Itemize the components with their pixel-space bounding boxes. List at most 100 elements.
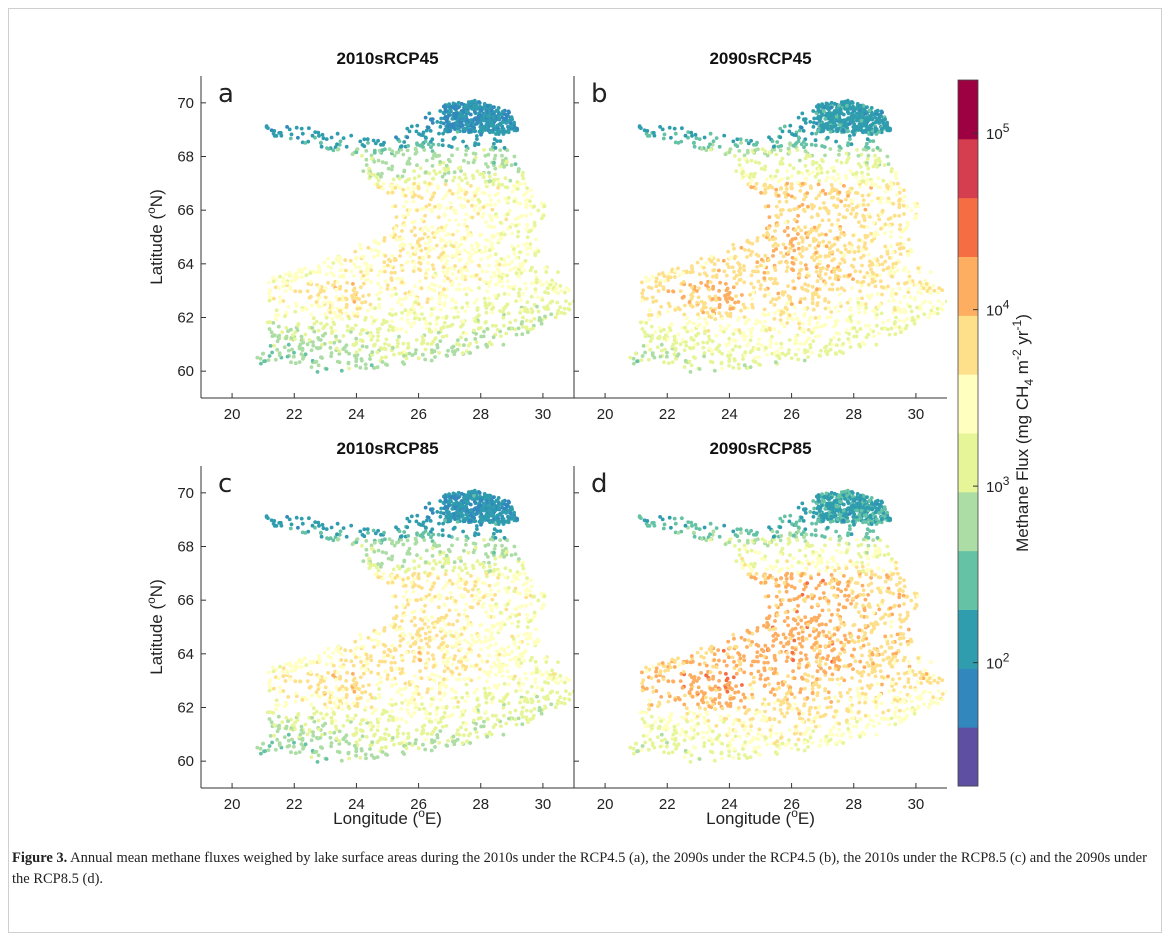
- lake-point: [514, 256, 519, 260]
- lake-point: [916, 290, 920, 295]
- lake-point: [485, 269, 490, 274]
- lake-point: [419, 217, 424, 222]
- lake-point: [339, 368, 344, 373]
- lake-point: [333, 145, 338, 150]
- lake-point: [893, 320, 897, 324]
- lake-point: [309, 312, 314, 317]
- lake-point: [749, 158, 754, 163]
- lake-point: [328, 730, 332, 735]
- lake-point: [792, 196, 797, 200]
- lake-point: [387, 647, 391, 652]
- lake-point: [815, 255, 819, 260]
- lake-point: [314, 319, 319, 324]
- lake-point: [276, 313, 281, 317]
- lake-point: [286, 348, 291, 353]
- lake-point: [405, 318, 410, 322]
- lake-point: [313, 130, 318, 135]
- lake-point: [278, 300, 283, 304]
- lake-point: [536, 249, 541, 254]
- lake-point: [793, 312, 797, 316]
- lake-point: [289, 360, 293, 365]
- lake-point: [395, 540, 399, 545]
- lake-point: [364, 345, 369, 349]
- lake-point: [686, 130, 691, 135]
- lake-point: [791, 143, 796, 148]
- lake-point: [364, 157, 369, 162]
- lake-point: [648, 339, 653, 344]
- lake-point: [838, 227, 843, 232]
- lake-point: [484, 220, 488, 225]
- lake-point: [898, 223, 903, 227]
- lake-point: [413, 250, 418, 255]
- lake-point: [794, 133, 798, 138]
- lake-point: [463, 587, 467, 591]
- lake-point: [542, 204, 547, 209]
- lake-point: [829, 166, 834, 171]
- lake-point: [779, 144, 784, 148]
- lake-point: [461, 529, 465, 534]
- lake-point: [709, 255, 714, 260]
- lake-point: [887, 271, 892, 276]
- lake-point: [492, 225, 496, 229]
- lake-point: [312, 719, 317, 724]
- lake-point: [470, 247, 475, 252]
- lake-point: [497, 277, 502, 281]
- lake-point: [665, 350, 669, 355]
- lake-point: [418, 279, 422, 284]
- lake-point: [749, 281, 754, 286]
- lake-point: [860, 263, 864, 268]
- lake-point: [516, 234, 520, 239]
- lake-point: [877, 217, 882, 222]
- lake-point: [464, 331, 468, 336]
- lake-point: [457, 282, 462, 287]
- lake-point: [345, 324, 350, 329]
- lake-point: [742, 337, 747, 342]
- lake-point: [707, 287, 711, 292]
- lake-point: [518, 201, 523, 206]
- lake-point: [914, 213, 919, 218]
- lake-point: [837, 292, 842, 297]
- lake-point: [508, 178, 513, 183]
- lake-point: [697, 272, 702, 277]
- lake-point: [376, 172, 380, 177]
- lake-point: [687, 300, 692, 304]
- lake-point: [763, 204, 768, 209]
- lake-point: [444, 119, 449, 123]
- lake-point: [434, 633, 439, 638]
- lake-point: [474, 340, 479, 344]
- lake-point: [478, 233, 483, 238]
- lake-point: [750, 326, 755, 331]
- lake-point: [524, 202, 529, 207]
- lake-point: [785, 176, 790, 181]
- lake-point: [672, 275, 677, 279]
- lake-point: [717, 297, 722, 302]
- lake-point: [482, 719, 486, 724]
- lake-point: [856, 128, 860, 132]
- lake-point: [331, 261, 336, 265]
- lake-point: [415, 141, 419, 146]
- lake-point: [880, 262, 885, 267]
- lake-point: [338, 274, 342, 279]
- lake-point: [452, 352, 457, 357]
- lake-point: [654, 284, 659, 289]
- lake-point: [494, 259, 499, 264]
- lake-point: [492, 141, 496, 146]
- lake-point: [853, 215, 858, 219]
- lake-point: [778, 312, 783, 317]
- lake-point: [753, 360, 758, 364]
- lake-point: [506, 226, 510, 231]
- lake-point: [844, 197, 848, 202]
- lake-point: [468, 118, 473, 123]
- lake-point: [685, 321, 690, 326]
- lake-point: [696, 312, 700, 317]
- lake-point: [818, 206, 822, 211]
- lake-point: [512, 154, 517, 159]
- lake-point: [806, 283, 811, 288]
- lake-point: [377, 250, 381, 254]
- lake-point: [717, 268, 721, 273]
- lake-point: [345, 714, 350, 719]
- lake-point: [802, 307, 807, 311]
- lake-point: [837, 103, 841, 108]
- lake-point: [437, 228, 442, 233]
- lake-point: [810, 131, 814, 136]
